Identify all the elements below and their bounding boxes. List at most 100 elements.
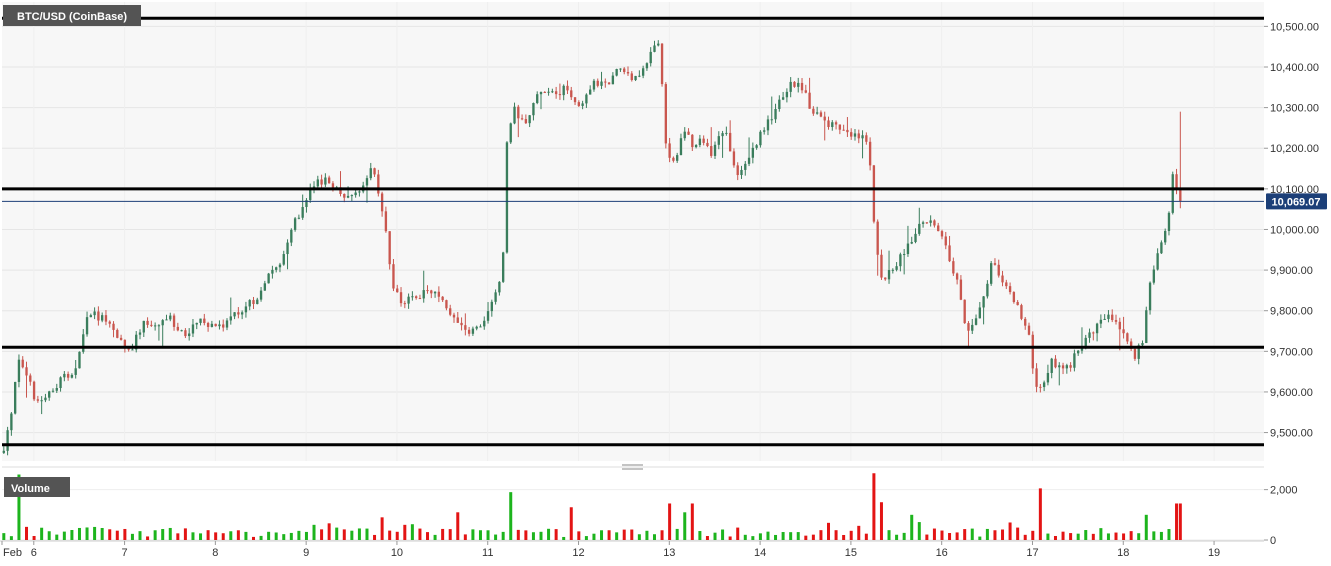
candle-body xyxy=(1145,310,1148,344)
volume-tick-label: 0 xyxy=(1270,535,1276,547)
volume-bar xyxy=(615,532,619,540)
candlestick xyxy=(78,351,81,369)
candlestick xyxy=(868,137,872,171)
candle-body xyxy=(399,292,403,304)
candlestick-series xyxy=(2,40,1182,456)
candlestick xyxy=(414,295,418,300)
volume-bar xyxy=(123,528,127,540)
candle-body xyxy=(426,290,429,292)
candlestick xyxy=(1145,306,1148,344)
candlestick xyxy=(256,297,259,305)
candlestick xyxy=(558,83,562,100)
volume-bar xyxy=(955,532,959,540)
price-axis[interactable]: 9,500.00 9,600.00 9,700.00 9,800.00 9,900.00… xyxy=(1264,21,1319,440)
volume-bar xyxy=(191,532,195,540)
volume-bar xyxy=(267,531,271,540)
candle-body xyxy=(407,296,410,304)
price-tick-label: 9,700.00 xyxy=(1270,346,1313,358)
candle-body xyxy=(649,51,652,64)
candle-body xyxy=(150,324,153,326)
candle-body xyxy=(1088,332,1091,338)
candlestick xyxy=(1031,331,1034,374)
candle-body xyxy=(1050,358,1053,373)
volume-axis[interactable]: 0 2,000 xyxy=(1264,485,1298,547)
candle-body xyxy=(884,277,887,280)
volume-bar xyxy=(327,523,331,540)
candlestick xyxy=(823,111,826,141)
candle-body xyxy=(32,381,36,400)
candle-body xyxy=(244,306,248,313)
candlestick xyxy=(358,190,361,197)
candle-body xyxy=(85,317,89,335)
candlestick xyxy=(1024,316,1027,330)
candle-body xyxy=(766,119,770,131)
candlestick xyxy=(263,280,267,291)
candle-body xyxy=(388,231,391,265)
candlestick xyxy=(1020,303,1023,321)
price-plot xyxy=(2,2,1264,461)
candlestick xyxy=(676,152,679,163)
candlestick xyxy=(986,280,989,299)
price-axis-background xyxy=(1264,2,1331,461)
candle-body xyxy=(989,263,993,284)
volume-bar xyxy=(153,530,157,540)
time-tick-label: 12 xyxy=(572,547,584,559)
volume-bar xyxy=(1008,522,1012,540)
candlestick xyxy=(925,222,929,224)
volume-bar xyxy=(206,530,210,540)
candlestick xyxy=(989,260,993,286)
volume-bar xyxy=(1137,533,1141,540)
candle-body xyxy=(638,75,641,77)
candlestick xyxy=(1088,328,1091,343)
candle-body xyxy=(505,142,509,253)
candle-body xyxy=(728,132,732,152)
candlestick xyxy=(411,291,414,301)
candle-body xyxy=(498,281,501,293)
candlestick xyxy=(880,249,883,280)
candlestick xyxy=(1129,338,1133,351)
volume-bar xyxy=(130,533,134,540)
candle-body xyxy=(933,220,936,226)
candle-body xyxy=(55,388,58,391)
price-tick-label: 10,000.00 xyxy=(1270,224,1319,236)
candlestick xyxy=(271,265,274,279)
candle-body xyxy=(414,296,418,299)
volume-bar xyxy=(1144,514,1148,540)
candlestick xyxy=(104,310,108,326)
candlestick xyxy=(13,381,17,415)
candlestick xyxy=(184,328,187,339)
candle-body xyxy=(252,300,255,305)
candle-body xyxy=(974,318,978,325)
candlestick xyxy=(513,102,516,125)
candle-body xyxy=(653,45,656,52)
candlestick xyxy=(282,250,285,266)
candle-body xyxy=(275,267,278,270)
candlestick xyxy=(959,275,963,301)
candlestick xyxy=(785,88,789,103)
candle-body xyxy=(925,222,929,224)
volume-bar xyxy=(289,532,293,540)
candlestick xyxy=(914,228,917,244)
last-price-tag: 10,069.07 xyxy=(1266,193,1327,210)
candlestick xyxy=(199,318,202,326)
candle-body xyxy=(868,141,872,166)
chart-title-badge: BTC/USD (CoinBase) xyxy=(3,5,141,26)
candle-body xyxy=(706,142,709,147)
volume-bar xyxy=(849,530,853,540)
candle-body xyxy=(51,390,55,392)
volume-bar xyxy=(562,536,566,540)
candle-body xyxy=(278,264,282,268)
candle-body xyxy=(21,359,24,368)
candlestick xyxy=(1156,248,1159,271)
time-axis[interactable]: Feb 6 7 8 9 10 11 12 13 14 15 16 17 18 19 xyxy=(1,541,1220,559)
candlestick xyxy=(188,328,191,341)
candlestick xyxy=(759,130,762,148)
volume-bar xyxy=(963,529,967,540)
candlestick xyxy=(180,329,183,332)
candle-body xyxy=(1001,275,1004,283)
candle-body xyxy=(331,183,335,188)
time-tick-label: 11 xyxy=(482,547,493,559)
candlestick xyxy=(21,356,24,369)
candle-body xyxy=(641,68,645,76)
